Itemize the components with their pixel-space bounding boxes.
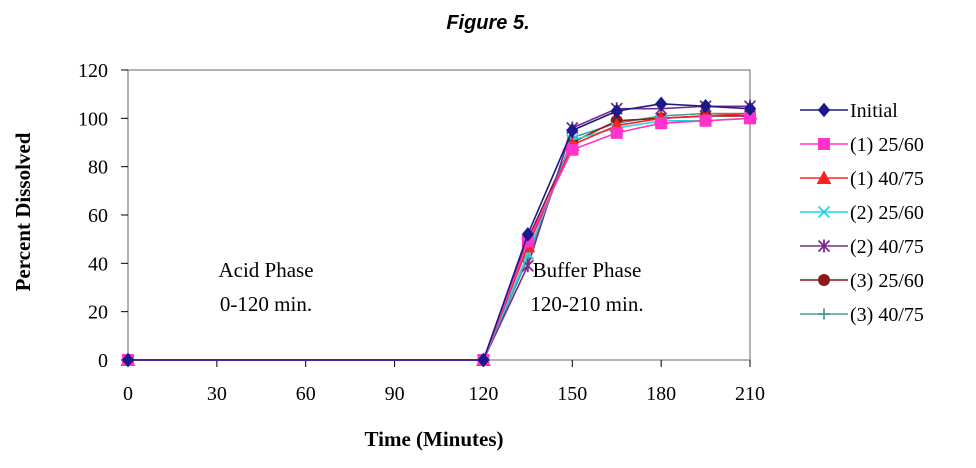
x-tick-label: 150 xyxy=(557,383,587,405)
y-tick-label: 80 xyxy=(88,157,108,179)
annotation-text: Buffer Phase xyxy=(533,258,642,282)
legend-item: (3) 40/75 xyxy=(800,304,924,326)
series-6 xyxy=(122,108,756,366)
figure-title: Figure 5. xyxy=(446,12,530,34)
series-4 xyxy=(121,99,757,367)
data-point xyxy=(816,170,832,184)
legend: Initial (1) 25/60 (1) 40/75 (2) 25/60 (2) 4… xyxy=(800,100,924,326)
axes: 0 20 40 60 80 100 120 0 30 60 90 120 150 180 210 xyxy=(78,60,765,405)
legend-label: (3) 40/75 xyxy=(850,304,924,326)
y-tick-label: 20 xyxy=(88,302,108,324)
series-3 xyxy=(121,112,757,367)
annotation-text: 120-210 min. xyxy=(530,292,643,316)
x-tick-label: 210 xyxy=(735,383,765,405)
series-line xyxy=(128,112,750,361)
data-point xyxy=(654,96,668,112)
legend-label: (2) 25/60 xyxy=(850,202,924,224)
x-axis-title: Time (Minutes) xyxy=(364,427,503,451)
legend-label: (1) 40/75 xyxy=(850,168,924,190)
series-1 xyxy=(122,112,756,366)
legend-label: (1) 25/60 xyxy=(850,134,924,156)
data-point xyxy=(610,126,623,139)
y-tick-label: 120 xyxy=(78,60,108,82)
legend-item: (2) 40/75 xyxy=(800,236,924,258)
x-tick-label: 120 xyxy=(468,383,498,405)
y-tick-label: 40 xyxy=(88,253,108,275)
legend-item: (1) 25/60 xyxy=(800,134,924,156)
series-line xyxy=(128,115,750,361)
series-line xyxy=(128,105,750,361)
data-point xyxy=(121,352,135,368)
legend-item: (3) 25/60 xyxy=(800,270,924,292)
y-axis-title: Percent Dissolved xyxy=(11,132,35,291)
legend-item: (2) 25/60 xyxy=(800,202,924,224)
annotation-text: 0-120 min. xyxy=(220,292,312,316)
data-point xyxy=(610,103,623,119)
data-point xyxy=(566,143,579,156)
series-line xyxy=(128,117,751,361)
series-line xyxy=(128,112,751,361)
x-tick-label: 0 xyxy=(123,383,133,405)
legend-label: (2) 40/75 xyxy=(850,236,924,258)
legend-label: (3) 25/60 xyxy=(850,270,924,292)
series-line xyxy=(128,117,751,361)
x-tick-label: 60 xyxy=(296,383,316,405)
data-point xyxy=(566,123,579,138)
y-tick-label: 60 xyxy=(88,205,108,227)
annotation-text: Acid Phase xyxy=(218,258,313,282)
data-point xyxy=(521,227,535,242)
series-line xyxy=(128,103,751,361)
legend-item: Initial xyxy=(800,100,898,122)
data-point-stroke xyxy=(817,205,831,219)
data-point xyxy=(818,138,830,150)
data-point xyxy=(817,205,831,219)
data-point xyxy=(699,114,712,127)
x-tick-label: 90 xyxy=(385,383,405,405)
y-tick-label: 100 xyxy=(78,108,108,130)
data-point xyxy=(817,239,831,253)
legend-item: (1) 40/75 xyxy=(800,168,924,190)
data-point xyxy=(818,308,830,320)
data-point xyxy=(699,98,712,114)
data-point xyxy=(817,102,831,118)
data-point xyxy=(818,274,830,286)
data-point xyxy=(655,117,668,130)
series-group xyxy=(120,96,758,368)
data-point xyxy=(743,101,757,116)
annotations: Acid Phase 0-120 min. Buffer Phase 120-210 … xyxy=(218,258,643,316)
y-tick-label: 0 xyxy=(98,350,108,372)
series-5 xyxy=(122,109,756,366)
series-0 xyxy=(121,96,757,368)
series-2 xyxy=(120,105,758,366)
legend-label: Initial xyxy=(850,100,898,122)
data-point xyxy=(477,352,490,368)
x-tick-label: 30 xyxy=(207,383,227,405)
x-tick-label: 180 xyxy=(646,383,676,405)
